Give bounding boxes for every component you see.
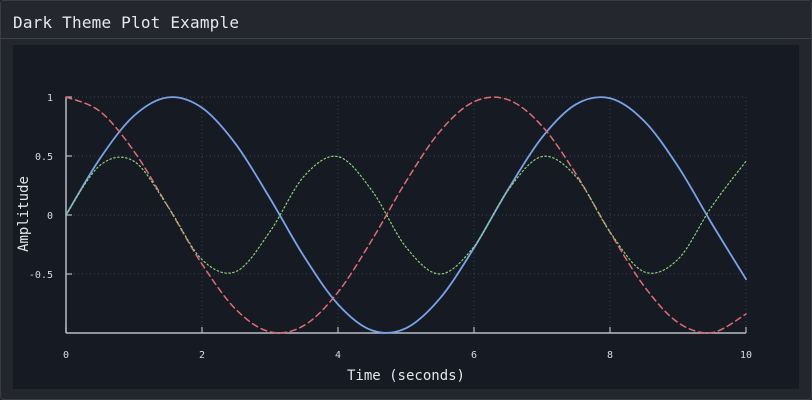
y-tick-label: 0 — [47, 211, 53, 222]
y-tick-label: 0.5 — [35, 152, 53, 163]
y-tick-label: -0.5 — [29, 270, 53, 281]
title-bar: Dark Theme Plot Example — [1, 1, 811, 39]
x-axis-label: Time (seconds) — [347, 368, 465, 384]
plot-panel — [13, 45, 799, 389]
series-lines — [65, 96, 747, 334]
window-title: Dark Theme Plot Example — [13, 13, 240, 32]
ticks: 0 2 4 6 8 10 1 0.5 0 -0.5 — [29, 93, 752, 361]
series-line-1 — [65, 96, 747, 334]
y-axis-label: Amplitude — [16, 176, 32, 252]
x-tick-label: 2 — [199, 350, 205, 361]
x-tick-label: 10 — [740, 350, 752, 361]
grid-lines — [66, 96, 747, 333]
y-tick-label: 1 — [47, 93, 53, 104]
x-tick-label: 8 — [607, 350, 613, 361]
series-line-3 — [65, 155, 747, 275]
x-tick-label: 4 — [335, 350, 341, 361]
x-tick-label: 6 — [471, 350, 477, 361]
x-tick-label: 0 — [63, 350, 69, 361]
